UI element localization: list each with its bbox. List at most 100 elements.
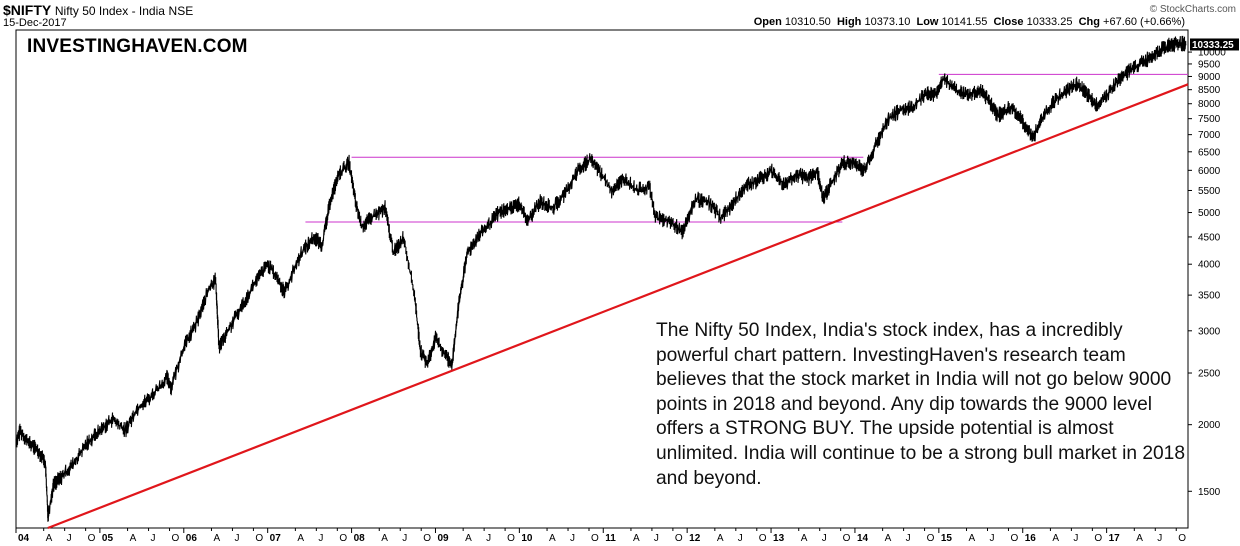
x-tick-label: 13 [773,533,785,544]
x-tick-label: A [969,533,976,544]
last-value-box-bg [1190,38,1239,51]
x-tick-label: O [843,533,851,544]
x-tick-label: J [906,533,911,544]
price-series-line [15,35,1187,522]
open-value: 10310.50 [784,16,831,28]
x-tick-label: O [507,533,515,544]
x-tick-label: O [1178,533,1186,544]
x-tick-label: O [1094,533,1102,544]
x-tick-label: J [1073,533,1078,544]
x-tick-label: J [67,533,72,544]
x-tick-label: 05 [102,533,114,544]
x-tick-label: J [318,533,323,544]
y-tick-label: 2000 [1198,420,1221,431]
x-tick-label: A [46,533,53,544]
y-tick-label: 6000 [1198,166,1221,177]
y-tick-label: 7500 [1198,114,1221,125]
x-tick-label: O [927,533,935,544]
y-tick-label: 3000 [1198,326,1221,337]
x-tick-label: A [633,533,640,544]
x-tick-label: A [1136,533,1143,544]
last-value-label: 10333.25 [1192,40,1234,51]
x-tick-label: 14 [857,533,869,544]
x-tick-label: O [423,533,431,544]
x-tick-label: J [486,533,491,544]
y-tick-label: 9500 [1198,59,1221,70]
y-tick-label: 2500 [1198,369,1221,380]
x-tick-label: A [213,533,220,544]
x-tick-label: O [675,533,683,544]
symbol: $NIFTY [3,2,52,18]
x-axis: 04 A J O 05 A J O 06 A J O 07 A J O 08 A J O 09 A J O 10 A J O 11 A J O… [15,528,1186,544]
x-tick-label: J [570,533,575,544]
y-tick-label: 8500 [1198,85,1221,96]
x-tick-label: J [1157,533,1162,544]
chg-value: +67.60 (+0.66%) [1103,16,1185,28]
x-tick-label: A [381,533,388,544]
x-tick-label: J [654,533,659,544]
x-tick-label: J [822,533,827,544]
high-label: High [836,16,862,28]
x-tick-label: O [1010,533,1018,544]
y-axis: 1500 2000 2500 3000 3500 4000 4500 5000 5500 6000… [1188,48,1226,498]
close-label: Close [993,16,1024,28]
y-tick-label: 7000 [1198,130,1221,141]
x-tick-label: 08 [354,533,366,544]
ohlc-readout: Open 10310.50 High 10373.10 Low 10141.55… [754,16,1185,28]
trendline [47,83,1189,530]
x-tick-label: A [801,533,808,544]
horizontal-lines [305,73,1188,223]
x-tick-label: A [717,533,724,544]
symbol-description: Nifty 50 Index - India [54,4,165,18]
x-tick-label: J [738,533,743,544]
low-value: 10141.55 [941,16,988,28]
x-tick-label: 06 [186,533,198,544]
brand-watermark: INVESTINGHAVEN.COM [27,36,248,57]
annotation-text: The Nifty 50 Index, India's stock index,… [656,320,1186,489]
y-tick-label: 9000 [1198,72,1221,83]
exchange: NSE [168,4,194,18]
close-value: 10333.25 [1026,16,1073,28]
y-tick-label: 1500 [1198,487,1221,498]
x-tick-label: 09 [437,533,449,544]
chg-label: Chg [1078,16,1100,28]
x-tick-label: O [759,533,767,544]
x-tick-label: A [465,533,472,544]
x-tick-label: J [402,533,407,544]
high-value: 10373.10 [864,16,911,28]
plot-frame [15,29,1189,529]
last-value-box: 10333.25 [1190,38,1239,51]
chart-symbol-title: $NIFTY Nifty 50 Index - India NSE [3,2,193,18]
x-tick-label: O [255,533,263,544]
x-tick-label: 15 [941,533,953,544]
x-tick-label: A [885,533,892,544]
x-tick-label: O [339,533,347,544]
x-tick-label: 12 [689,533,701,544]
y-tick-label: 5000 [1198,208,1221,219]
x-tick-label: O [172,533,180,544]
x-tick-label: 04 [18,533,30,544]
y-tick-label: 4500 [1198,232,1221,243]
x-tick-label: 17 [1109,533,1121,544]
y-tick-label: 3500 [1198,291,1221,302]
x-tick-label: A [297,533,304,544]
x-tick-label: A [130,533,137,544]
x-tick-label: J [151,533,156,544]
x-tick-label: 16 [1025,533,1037,544]
y-tick-label: 10000 [1198,48,1226,59]
open-label: Open [753,16,782,28]
x-tick-label: 11 [605,533,616,544]
x-tick-label: O [88,533,96,544]
stockcharts-credit: © StockCharts.com [1149,4,1236,15]
low-label: Low [916,16,939,28]
y-tick-label: 4000 [1198,260,1221,271]
x-tick-label: A [549,533,556,544]
y-tick-label: 5500 [1198,186,1221,197]
y-tick-label: 8000 [1198,99,1221,110]
x-tick-label: J [234,533,239,544]
x-tick-label: 07 [270,533,282,544]
x-tick-label: 10 [521,533,533,544]
y-tick-label: 6500 [1198,147,1221,158]
x-tick-label: J [989,533,994,544]
